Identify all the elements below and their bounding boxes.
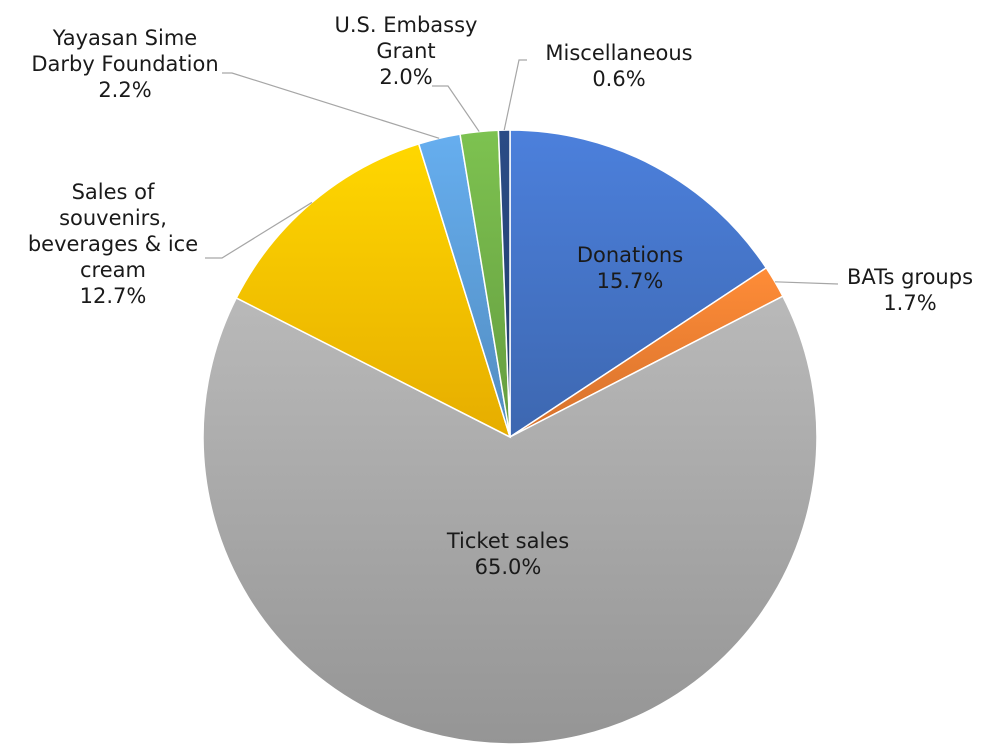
data-label: Ticket sales 65.0%	[446, 529, 569, 579]
data-label: U.S. Embassy Grant 2.0%	[335, 13, 478, 89]
leader-line	[503, 59, 527, 131]
leader-line	[205, 201, 313, 259]
slices-layer	[202, 129, 818, 745]
data-label: Sales of souvenirs, beverages & ice cream 12…	[28, 180, 198, 308]
data-label: BATs groups 1.7%	[847, 265, 973, 315]
pie-slice-ticket-sales	[202, 295, 818, 745]
leader-line	[774, 281, 839, 285]
leader-line	[432, 85, 480, 132]
data-label: Miscellaneous 0.6%	[545, 41, 692, 91]
labels-layer: Donations 15.7% BATs groups 1.7% Ticket sale…	[28, 13, 973, 579]
leader-lines-layer	[205, 59, 839, 285]
pie-slice-miscellaneous	[497, 129, 511, 438]
data-label: Yayasan Sime Darby Foundation 2.2%	[31, 26, 218, 102]
pie-slice-donations	[509, 129, 768, 439]
pie-slice-sales-of-souvenirs-beverages-ice-cream	[235, 142, 512, 439]
data-label: Donations 15.7%	[577, 243, 683, 293]
leader-line	[222, 72, 440, 139]
